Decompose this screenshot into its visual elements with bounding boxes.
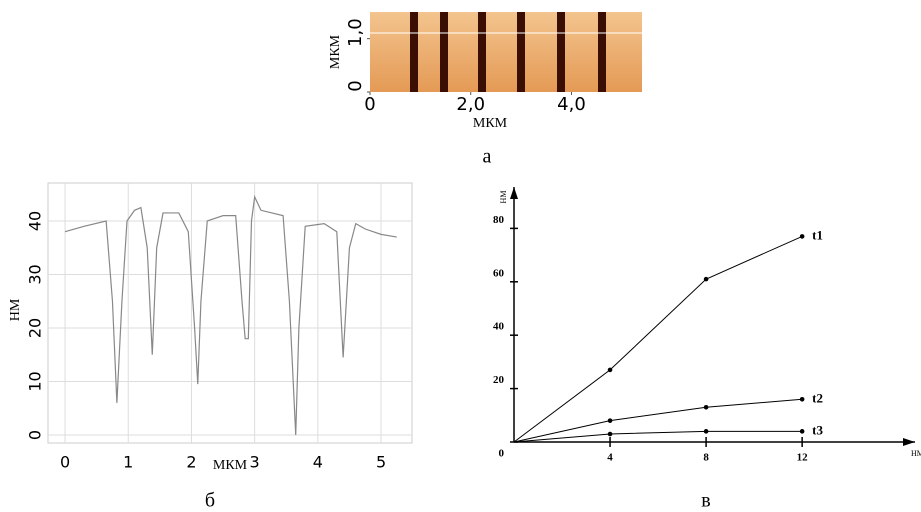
point [703,404,709,410]
stripe [557,12,565,92]
x-tick-label: 4,0 [557,94,586,115]
point [607,431,613,437]
y-tick-label: 30 [26,264,45,284]
x-tick-label: 0 [364,94,375,115]
caption: б [205,490,215,512]
y-tick-label: 80 [493,214,505,226]
point [799,396,805,402]
stripe [598,12,606,92]
x-tick-label: 1 [123,453,133,472]
profile-line [64,194,397,436]
y-tick-label: 20 [26,318,45,338]
x-arrow [903,438,915,446]
x-axis-label: МКМ [213,458,248,473]
point [607,418,613,423]
series-label: t1 [812,227,823,242]
series-label: t3 [812,422,823,437]
x-tick-label: 4 [607,452,613,464]
stripe [410,12,418,92]
y-axis-label: МКМ [328,34,343,69]
x-tick-label: 3 [250,453,260,472]
x-tick-label: 8 [703,452,709,464]
caption: в [701,490,710,512]
stripe [478,12,486,92]
y-tick-label: 20 [493,374,505,386]
y-axis-label: НМ [499,191,508,204]
y-tick-label: 0 [345,80,366,91]
series-label: t2 [812,390,823,405]
y-tick-label: 40 [493,321,505,333]
y-axis-label: НМ [8,298,23,321]
series-line [513,430,803,443]
x-tick-label: 0 [60,453,70,472]
x-axis-label: НМ [911,449,921,458]
y-tick-label: 0 [26,430,45,440]
caption: а [483,146,492,168]
plot-frame [47,182,413,444]
x-axis-label: МКМ [473,116,508,131]
x-tick-label: 12 [797,452,809,464]
stripe [517,12,525,92]
x-tick-label: 5 [376,453,386,472]
x-tick-label: 2,0 [456,94,485,115]
stripe [440,12,448,92]
point [799,429,805,434]
point [799,234,805,239]
point [607,367,613,373]
series-line [513,398,803,443]
y-arrow [510,187,518,199]
y-tick-label: 10 [26,371,45,391]
y-tick-label: 1,0 [345,18,366,47]
x-tick-label: 4 [313,453,323,472]
y-tick-label: 40 [26,211,45,231]
point [703,276,709,282]
x-tick-label: 2 [186,453,196,472]
point [703,429,709,434]
series-line [513,235,803,443]
y-tick-label: 0 [499,448,505,460]
y-tick-label: 60 [493,267,505,279]
